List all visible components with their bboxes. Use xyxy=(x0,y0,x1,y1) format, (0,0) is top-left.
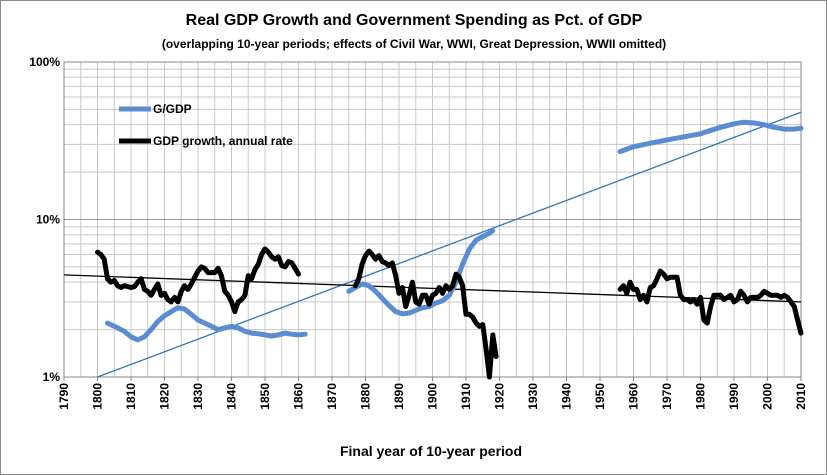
x-tick-label: 1800 xyxy=(91,383,105,410)
legend-label-g-gdp: G/GDP xyxy=(153,102,192,116)
x-tick-label: 1950 xyxy=(593,383,607,410)
trendlines xyxy=(63,111,802,378)
y-tick-label: 1% xyxy=(43,370,61,384)
x-tick-label: 1910 xyxy=(459,383,473,410)
y-axis-ticks: 1% 10% 100% xyxy=(29,55,60,384)
series-g-gdp-line xyxy=(346,228,496,317)
x-tick-label: 1840 xyxy=(225,383,239,410)
trendline xyxy=(63,274,802,303)
x-tick-label: 1820 xyxy=(158,383,172,410)
x-tick-label: 1860 xyxy=(292,383,306,410)
x-tick-label: 1980 xyxy=(694,383,708,410)
x-tick-label: 1940 xyxy=(560,383,574,410)
x-tick-label: 2000 xyxy=(761,383,775,410)
series-gdp-growth-line xyxy=(95,246,301,315)
legend-label-gdp-growth: GDP growth, annual rate xyxy=(153,134,293,148)
chart-subtitle: (overlapping 10-year periods; effects of… xyxy=(162,37,666,51)
series-g-gdp-line xyxy=(105,305,308,343)
x-tick-label: 1920 xyxy=(493,383,507,410)
x-tick-label: 1790 xyxy=(57,383,71,410)
x-tick-label: 1830 xyxy=(191,383,205,410)
series-gdp-growth-line xyxy=(352,248,499,380)
x-tick-label: 1870 xyxy=(325,383,339,410)
grid xyxy=(64,62,801,377)
x-tick-label: 1900 xyxy=(426,383,440,410)
x-tick-label: 2010 xyxy=(794,383,808,410)
x-tick-label: 1930 xyxy=(526,383,540,410)
x-axis-label: Final year of 10-year period xyxy=(340,443,522,459)
series-gdp-growth-line xyxy=(617,268,804,336)
legend: G/GDP GDP growth, annual rate xyxy=(119,102,293,148)
series-lines xyxy=(95,119,804,380)
x-tick-label: 1990 xyxy=(727,383,741,410)
x-tick-label: 1970 xyxy=(660,383,674,410)
chart-title: Real GDP Growth and Government Spending … xyxy=(186,12,643,29)
x-tick-label: 1810 xyxy=(124,383,138,410)
x-tick-label: 1960 xyxy=(627,383,641,410)
y-tick-label: 100% xyxy=(29,55,60,69)
trendline xyxy=(97,111,802,378)
x-tick-label: 1890 xyxy=(392,383,406,410)
y-tick-label: 10% xyxy=(36,213,60,227)
x-tick-label: 1880 xyxy=(359,383,373,410)
x-tick-label: 1850 xyxy=(258,383,272,410)
series-g-gdp-line xyxy=(617,119,804,155)
x-axis-ticks: 1790 1800 1810 1820 1830 1840 1850 1860 1870 1880… xyxy=(57,377,808,410)
